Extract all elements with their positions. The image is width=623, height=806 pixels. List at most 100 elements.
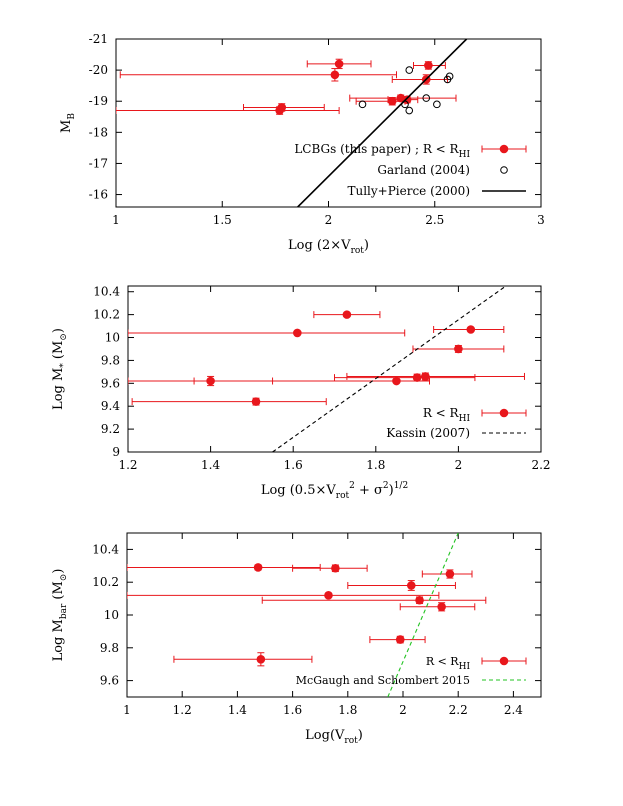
y-axis-label: Log Mbar (M⊙) bbox=[51, 569, 69, 662]
y-tick-label: 10.2 bbox=[92, 575, 119, 589]
data-point bbox=[131, 397, 327, 406]
marker-filled-circle bbox=[330, 70, 340, 80]
label-part: R < R bbox=[423, 406, 460, 420]
y-tick-label: 9.6 bbox=[100, 674, 119, 688]
marker-open-circle bbox=[405, 106, 414, 115]
marker-filled-circle bbox=[424, 61, 433, 70]
marker-filled-circle bbox=[402, 95, 412, 104]
label-part: B bbox=[67, 113, 77, 120]
x-axis-label: Log(Vrot) bbox=[305, 728, 363, 746]
marker-filled-circle bbox=[324, 591, 333, 600]
marker-filled-circle bbox=[206, 376, 215, 386]
x-axis-label: Log (2×Vrot) bbox=[288, 238, 369, 256]
x-tick-label: 1.8 bbox=[366, 458, 385, 472]
label-part: (M bbox=[51, 581, 66, 604]
label-part: ) bbox=[51, 569, 66, 574]
x-tick-label: 2.5 bbox=[425, 213, 444, 227]
label-part: Kassin (2007) bbox=[386, 426, 470, 440]
marker-filled-circle bbox=[445, 569, 455, 579]
legend-sample-marker bbox=[500, 166, 508, 174]
label-part: ) bbox=[358, 728, 363, 743]
plot-frame bbox=[126, 532, 542, 698]
label-part: ⊙ bbox=[59, 333, 69, 341]
data-point bbox=[128, 376, 430, 386]
x-tick-label: 1.6 bbox=[284, 458, 303, 472]
marker-filled-circle bbox=[437, 602, 446, 612]
x-tick-label: 3 bbox=[537, 213, 545, 227]
legend-label: Tully+Pierce (2000) bbox=[347, 184, 470, 198]
marker-filled-circle bbox=[251, 397, 261, 406]
x-tick-label: 2.2 bbox=[531, 458, 550, 472]
marker-open-circle bbox=[405, 66, 414, 74]
data-point bbox=[334, 373, 476, 382]
y-axis-label: MB bbox=[59, 113, 77, 133]
y-tick-label: -17 bbox=[89, 156, 108, 170]
data-point bbox=[306, 58, 372, 70]
marker-filled-circle bbox=[342, 310, 352, 319]
marker-filled-circle bbox=[293, 328, 302, 338]
y-tick-label: 9 bbox=[112, 445, 120, 459]
label-part: Log(V bbox=[305, 728, 345, 743]
label-part: McGaugh and Schombert 2015 bbox=[296, 674, 470, 687]
label-part: 2 bbox=[349, 481, 355, 491]
plot-area bbox=[128, 286, 525, 452]
y-tick-label: 10.4 bbox=[92, 542, 119, 556]
label-part: Garland (2004) bbox=[377, 163, 470, 177]
marker-filled-circle bbox=[334, 59, 344, 69]
data-point bbox=[261, 595, 487, 605]
legend-sample-marker bbox=[499, 656, 509, 666]
marker-filled-circle bbox=[256, 654, 266, 664]
legend-label: Kassin (2007) bbox=[386, 426, 470, 440]
data-point bbox=[433, 100, 441, 109]
marker-filled-circle bbox=[387, 96, 397, 106]
label-part: M bbox=[59, 120, 74, 133]
x-tick-label: 1.2 bbox=[118, 458, 137, 472]
label-part: ) bbox=[51, 328, 66, 333]
data-point bbox=[422, 94, 431, 102]
y-tick-label: -18 bbox=[89, 125, 108, 139]
y-tick-label: -19 bbox=[89, 94, 108, 108]
plot-area bbox=[116, 39, 468, 207]
chart-panel-3: 1 1.2 1.4 1.6 1.8 2 2.2 2.4 9.6 9.8 10 10.2 10.4 Log(… bbox=[51, 532, 542, 746]
label-part: HI bbox=[459, 150, 471, 160]
label-part: ⊙ bbox=[59, 574, 69, 582]
fit-line-2 bbox=[297, 39, 468, 207]
data-point bbox=[173, 652, 313, 667]
data-point bbox=[399, 602, 476, 612]
label-part: LCBGs (this paper) ; R < R bbox=[294, 142, 459, 156]
x-tick-label: 2.2 bbox=[449, 703, 468, 717]
data-point bbox=[128, 328, 406, 338]
data-point bbox=[193, 375, 274, 387]
label-part: + σ bbox=[355, 483, 383, 498]
x-tick-label: 1 bbox=[123, 703, 131, 717]
legend-label: R < RHI bbox=[423, 406, 471, 424]
y-tick-label: 9.8 bbox=[101, 353, 120, 367]
x-tick-label: 2.4 bbox=[504, 703, 523, 717]
marker-open-circle bbox=[433, 100, 441, 109]
marker-filled-circle bbox=[466, 325, 476, 334]
label-part: bar bbox=[59, 603, 69, 619]
legend-label: Garland (2004) bbox=[377, 163, 470, 177]
label-part: HI bbox=[459, 662, 471, 672]
marker-filled-circle bbox=[331, 563, 340, 573]
label-part: Log (0.5×V bbox=[261, 483, 337, 498]
y-tick-label: 9.4 bbox=[101, 399, 120, 413]
marker-filled-circle bbox=[415, 595, 424, 605]
x-tick-label: 1.8 bbox=[338, 703, 357, 717]
marker-filled-circle bbox=[275, 106, 284, 115]
data-point bbox=[347, 580, 456, 591]
chart-panel-2: 1.2 1.4 1.6 1.8 2 2.2 9 9.2 9.4 9.6 9.8 10 10.2 10.4 L… bbox=[51, 285, 551, 501]
marker-filled-circle bbox=[392, 376, 401, 386]
y-tick-label: 9.8 bbox=[100, 641, 119, 655]
x-tick-label: 1.6 bbox=[283, 703, 302, 717]
data-point bbox=[405, 66, 414, 74]
label-part: Tully+Pierce (2000) bbox=[347, 184, 470, 198]
data-point bbox=[116, 106, 340, 115]
label-part: ) bbox=[364, 238, 369, 253]
label-part: rot bbox=[351, 246, 365, 256]
data-point bbox=[369, 635, 426, 644]
x-axis-label: Log (0.5×Vrot2 + σ2)1/2 bbox=[261, 481, 408, 501]
label-part: Log M bbox=[51, 619, 66, 661]
data-point bbox=[358, 100, 367, 109]
label-part: ) bbox=[389, 483, 394, 498]
